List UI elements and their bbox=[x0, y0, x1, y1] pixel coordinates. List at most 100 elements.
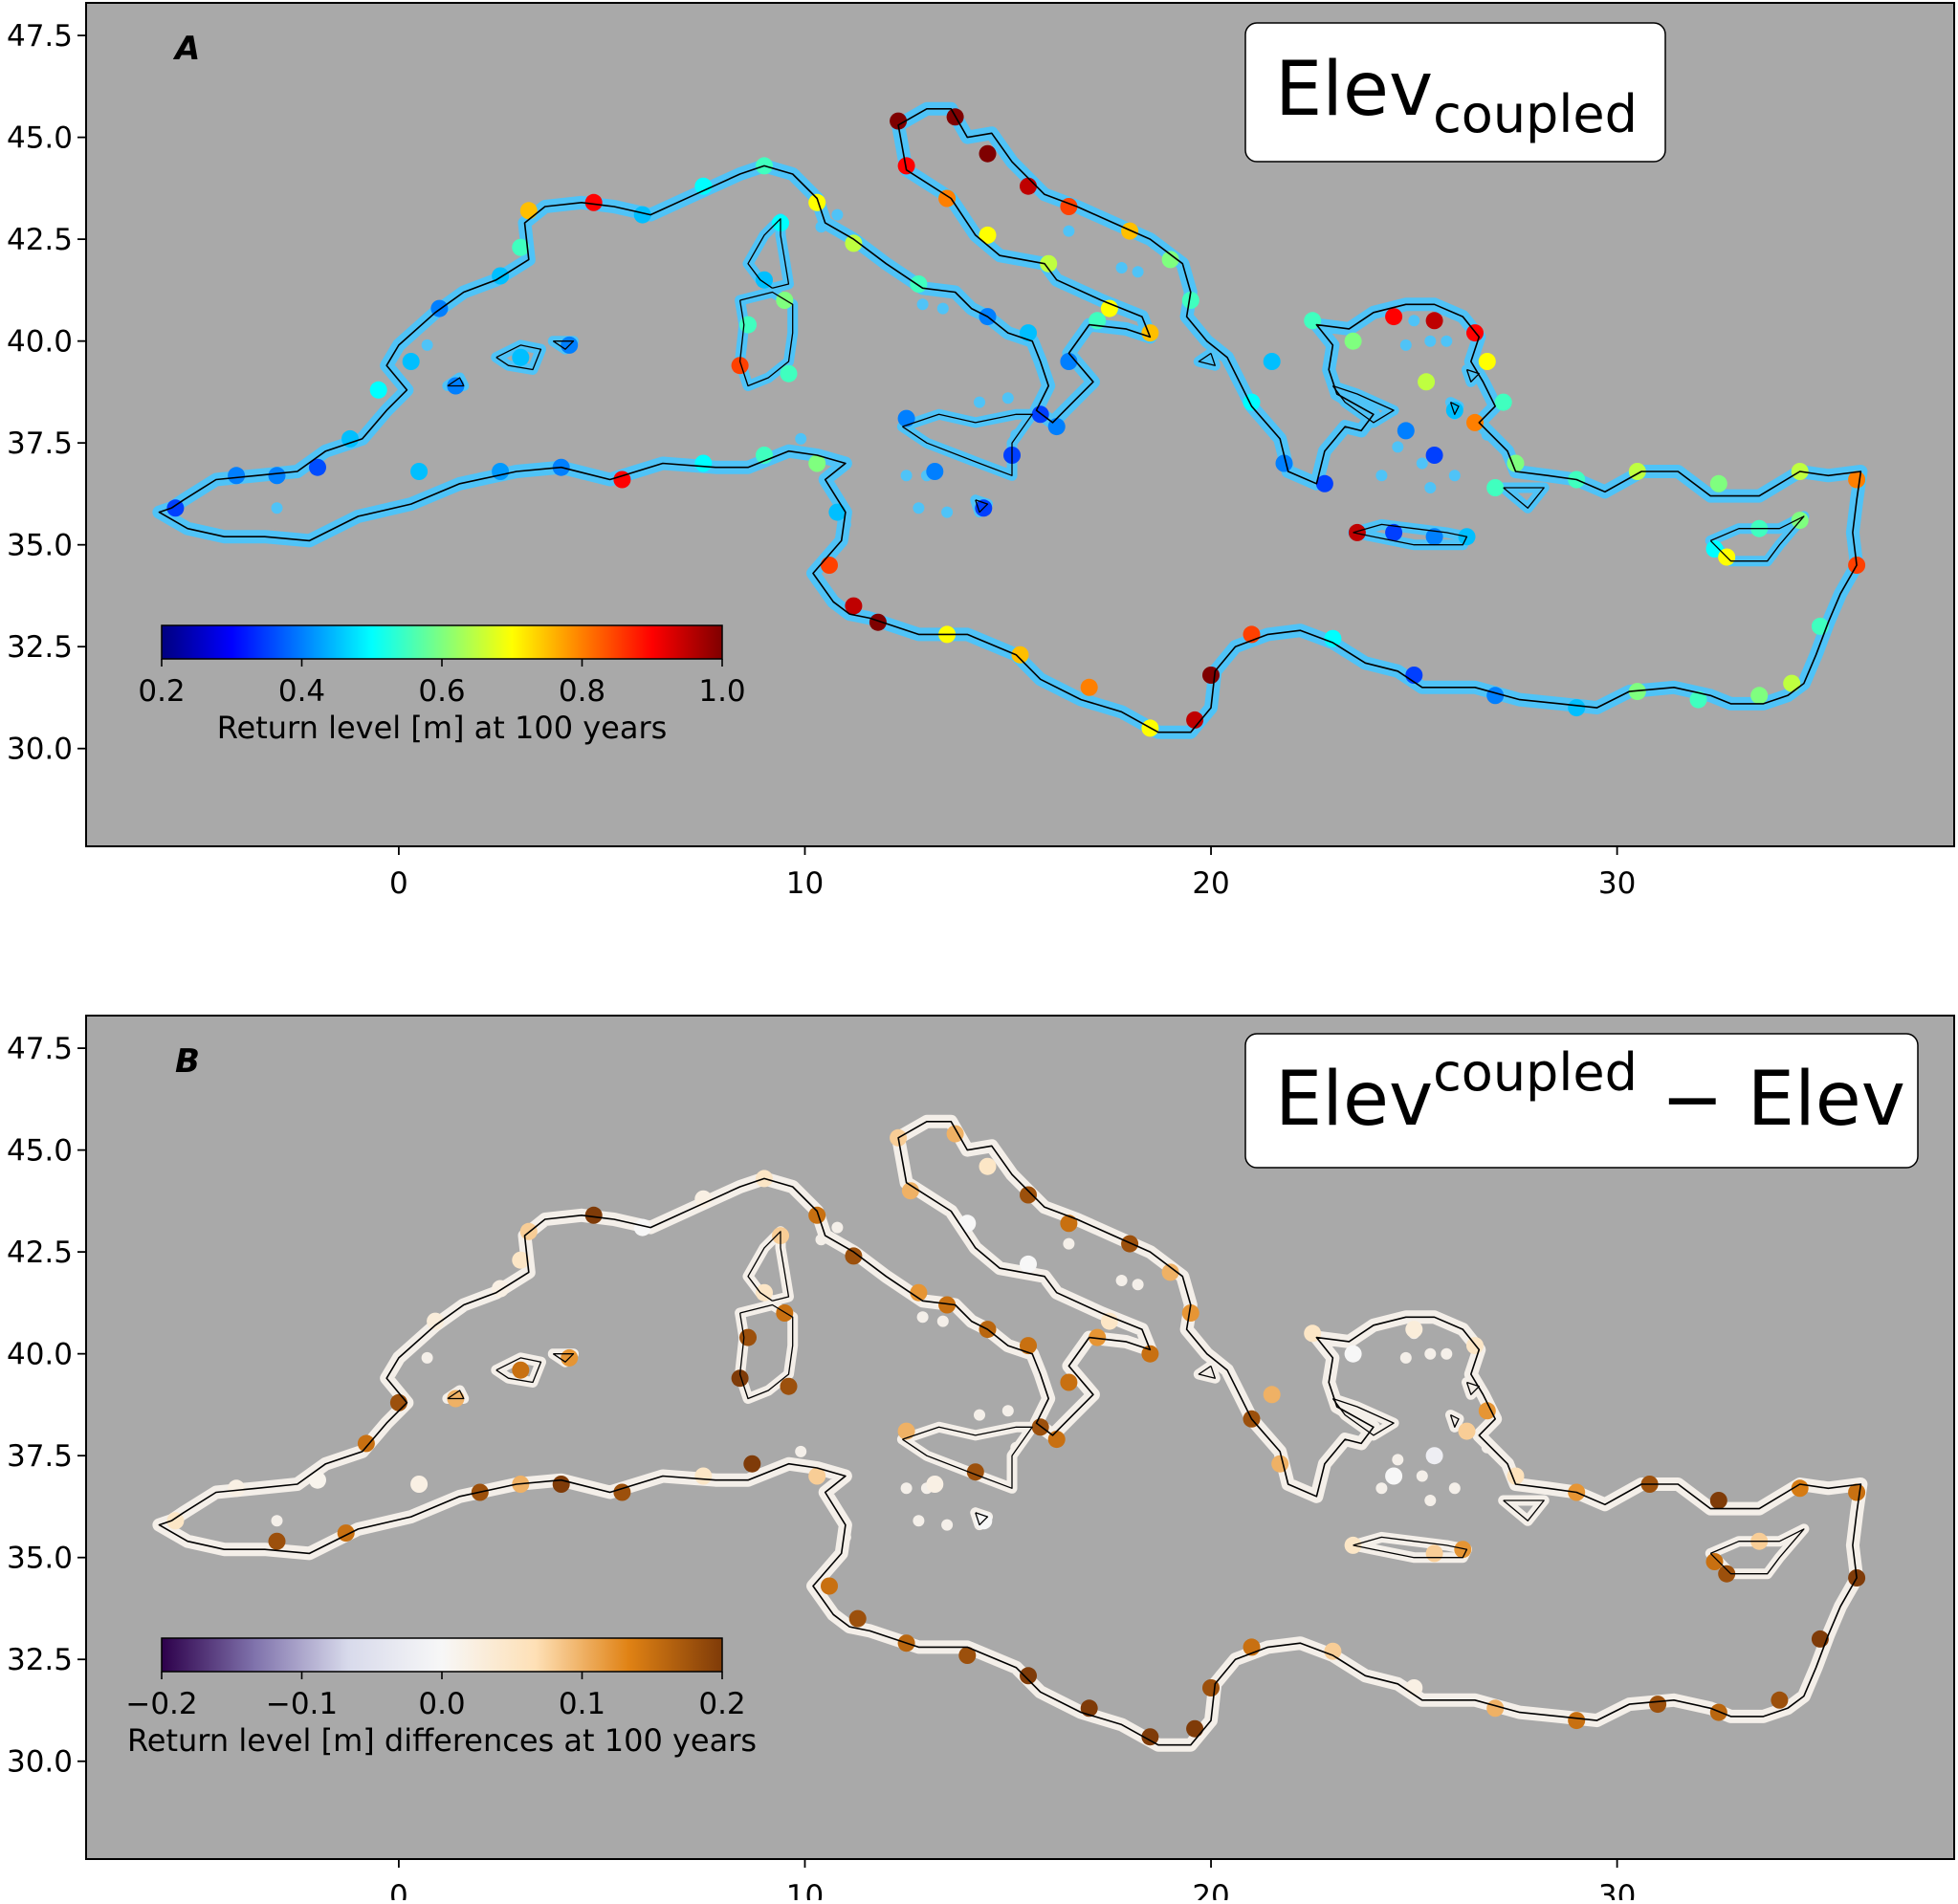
data-point bbox=[584, 1206, 603, 1224]
data-point bbox=[958, 1215, 977, 1233]
axes-frame bbox=[85, 2, 1955, 847]
data-point bbox=[1141, 1728, 1159, 1746]
data-point bbox=[427, 1312, 445, 1330]
coastal-dot bbox=[1132, 1279, 1144, 1291]
data-point bbox=[901, 1182, 919, 1200]
data-point bbox=[1425, 447, 1443, 464]
coastal-dot bbox=[271, 502, 283, 514]
data-point bbox=[1031, 1418, 1049, 1436]
data-point bbox=[979, 1157, 997, 1175]
data-point bbox=[776, 1304, 794, 1322]
data-point bbox=[1568, 699, 1586, 717]
island-line bbox=[1465, 1381, 1480, 1395]
data-point bbox=[1478, 353, 1496, 370]
data-point bbox=[519, 202, 538, 220]
coastal-dot bbox=[900, 1482, 913, 1495]
coastal-dot bbox=[1399, 339, 1412, 351]
colorbar-gradient bbox=[161, 1637, 723, 1673]
island-line bbox=[552, 1353, 575, 1363]
data-point bbox=[341, 429, 359, 448]
island-line bbox=[1331, 1397, 1395, 1436]
data-point bbox=[512, 1361, 530, 1379]
data-points bbox=[166, 1125, 1866, 1746]
data-point bbox=[584, 193, 603, 211]
coastal-dot bbox=[1424, 335, 1437, 347]
data-point bbox=[808, 1467, 826, 1485]
island-line bbox=[1353, 523, 1468, 546]
data-point bbox=[1060, 1373, 1078, 1391]
data-point bbox=[1080, 678, 1098, 696]
x-tick-label: 20 bbox=[1192, 866, 1229, 901]
data-point bbox=[1100, 1312, 1118, 1330]
y-axis: 30.0 32.5 35.0 37.5 40.0 42.5 45.0 47.5 bbox=[7, 19, 86, 767]
coastal-dot bbox=[1132, 266, 1144, 278]
y-tick-label: 35.0 bbox=[7, 1542, 73, 1576]
data-point bbox=[780, 364, 798, 383]
legend-box-frame bbox=[1244, 1033, 1919, 1169]
data-point bbox=[958, 1647, 977, 1664]
coastal-dot bbox=[974, 396, 985, 408]
data-point bbox=[848, 1609, 867, 1628]
island-line bbox=[975, 1512, 989, 1526]
island-line bbox=[975, 499, 989, 514]
colorbar-tick-label: 0.6 bbox=[418, 674, 465, 709]
data-point bbox=[1121, 1235, 1139, 1253]
island-line bbox=[902, 1426, 1033, 1489]
coastal-dot bbox=[941, 506, 954, 518]
x-axis: 0 10 20 30 bbox=[389, 846, 1636, 901]
coastal-dot bbox=[815, 221, 827, 233]
island-line bbox=[447, 1390, 465, 1400]
data-point bbox=[369, 381, 387, 399]
coastal-dot bbox=[271, 1515, 283, 1527]
data-point bbox=[410, 1476, 429, 1493]
data-point bbox=[512, 238, 530, 256]
coastal-dot bbox=[839, 518, 851, 531]
data-point bbox=[1385, 523, 1403, 541]
colorbar-tick-label: 0.8 bbox=[559, 674, 605, 709]
island-line bbox=[1198, 1365, 1216, 1379]
data-point bbox=[979, 226, 997, 244]
data-point bbox=[845, 597, 863, 615]
data-point bbox=[1705, 1553, 1724, 1570]
coastal-dot bbox=[1481, 428, 1493, 441]
data-point bbox=[1348, 523, 1366, 541]
coastal-dot bbox=[1375, 470, 1388, 482]
data-point bbox=[1750, 687, 1769, 705]
x-tick-label: 20 bbox=[1192, 1879, 1229, 1900]
coastal-dot bbox=[974, 1409, 985, 1421]
coastal-dot bbox=[1441, 1347, 1453, 1360]
data-point bbox=[1161, 1263, 1179, 1281]
data-point bbox=[1425, 312, 1443, 330]
coastal-dot bbox=[1424, 1347, 1437, 1360]
colorbar-ticks: −0.2 −0.1 0.0 0.1 0.2 bbox=[125, 1672, 746, 1721]
data-point bbox=[1478, 1402, 1496, 1420]
y-tick-label: 35.0 bbox=[7, 529, 73, 563]
data-point bbox=[1263, 1386, 1281, 1404]
coastal-dot bbox=[795, 1445, 807, 1457]
island-line bbox=[747, 218, 790, 289]
data-point bbox=[1771, 1691, 1789, 1709]
data-point bbox=[1181, 1304, 1199, 1322]
data-point bbox=[337, 1524, 355, 1543]
legend-box-frame bbox=[1244, 22, 1666, 163]
data-point bbox=[910, 1283, 928, 1302]
coastal-dot bbox=[421, 1351, 433, 1364]
data-point bbox=[1568, 1712, 1586, 1730]
data-point bbox=[869, 613, 887, 631]
data-point bbox=[845, 234, 863, 252]
x-tick-label: 0 bbox=[389, 866, 408, 901]
data-point bbox=[1425, 1447, 1443, 1465]
data-point bbox=[808, 1206, 826, 1224]
data-point bbox=[1649, 1696, 1667, 1714]
data-point bbox=[1718, 1565, 1736, 1583]
coastal-dot bbox=[1448, 470, 1461, 482]
data-point bbox=[410, 463, 429, 480]
data-point bbox=[808, 193, 826, 211]
data-point bbox=[731, 1369, 749, 1388]
data-point bbox=[1709, 1492, 1727, 1509]
data-point bbox=[694, 454, 713, 472]
data-point bbox=[1089, 1328, 1107, 1346]
coastal-dot bbox=[795, 432, 807, 445]
coastal-dot bbox=[1001, 392, 1014, 405]
